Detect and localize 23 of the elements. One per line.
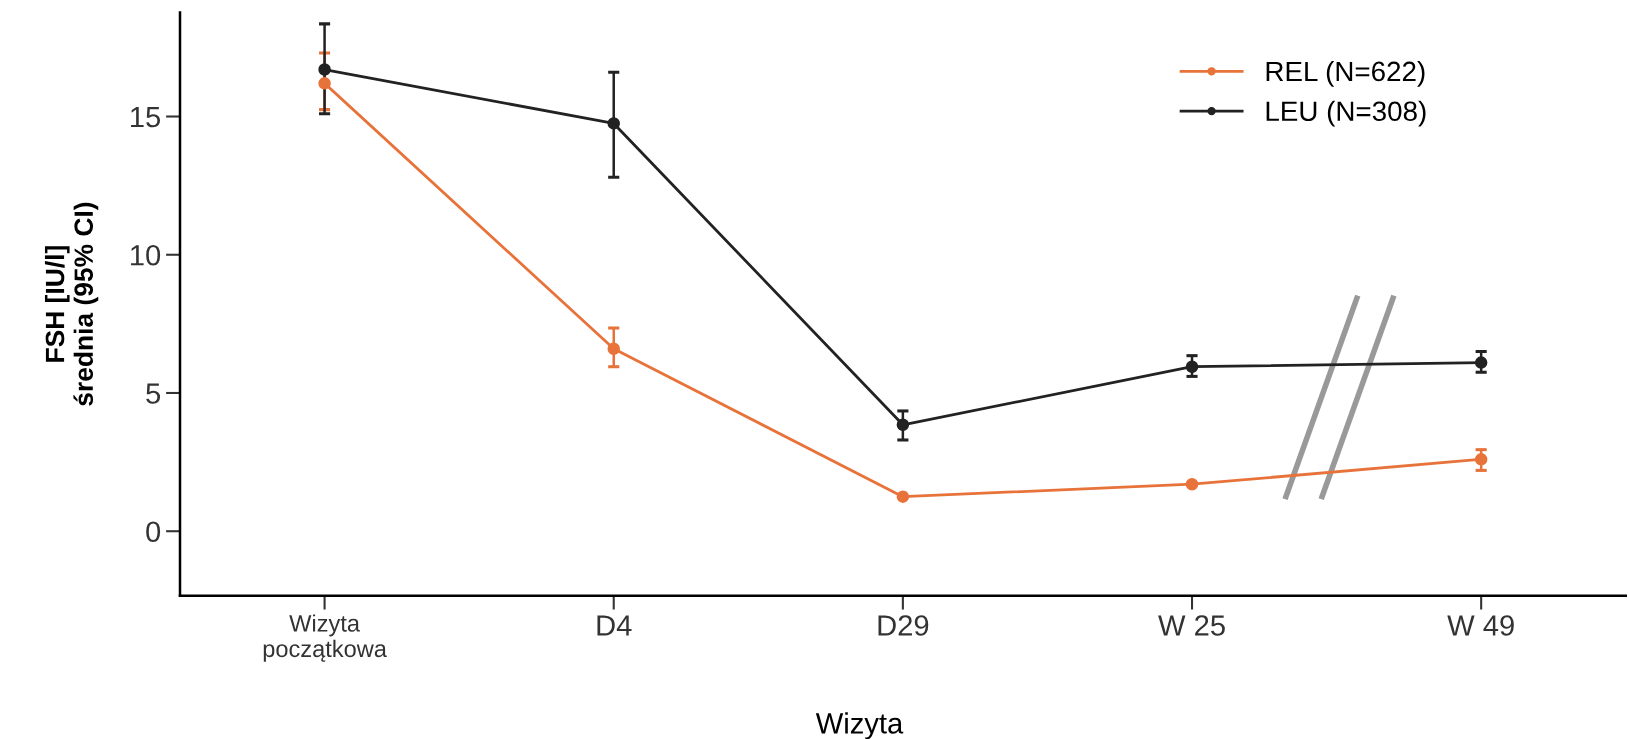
point	[896, 418, 910, 432]
y-tick-label: 10	[131, 244, 161, 266]
point	[1474, 453, 1488, 466]
x-tick-label: W 25	[1158, 615, 1225, 636]
point	[607, 342, 620, 355]
point	[1185, 477, 1199, 491]
point	[896, 490, 910, 503]
point	[607, 117, 620, 130]
x-tick-label: Wizyta początkowa	[263, 614, 387, 662]
y-tick-label: 15	[131, 107, 161, 128]
legend-label: LEU (N=308)	[1266, 100, 1426, 127]
x-tick-label: D29	[878, 615, 929, 636]
x-tick-label: W 49	[1447, 615, 1514, 636]
point	[318, 77, 331, 90]
legend-label: REL (N=622)	[1266, 60, 1425, 87]
point	[318, 63, 331, 76]
x-tick-label: D4	[597, 615, 632, 636]
y-axis-title: FSH [IU/l] średnia (95% CI)	[44, 202, 99, 406]
point	[1185, 360, 1199, 373]
y-tick-label: 0	[146, 521, 161, 543]
point	[1474, 356, 1488, 369]
x-axis-title: Wizyta	[815, 712, 904, 739]
y-tick-label: 5	[146, 383, 161, 404]
